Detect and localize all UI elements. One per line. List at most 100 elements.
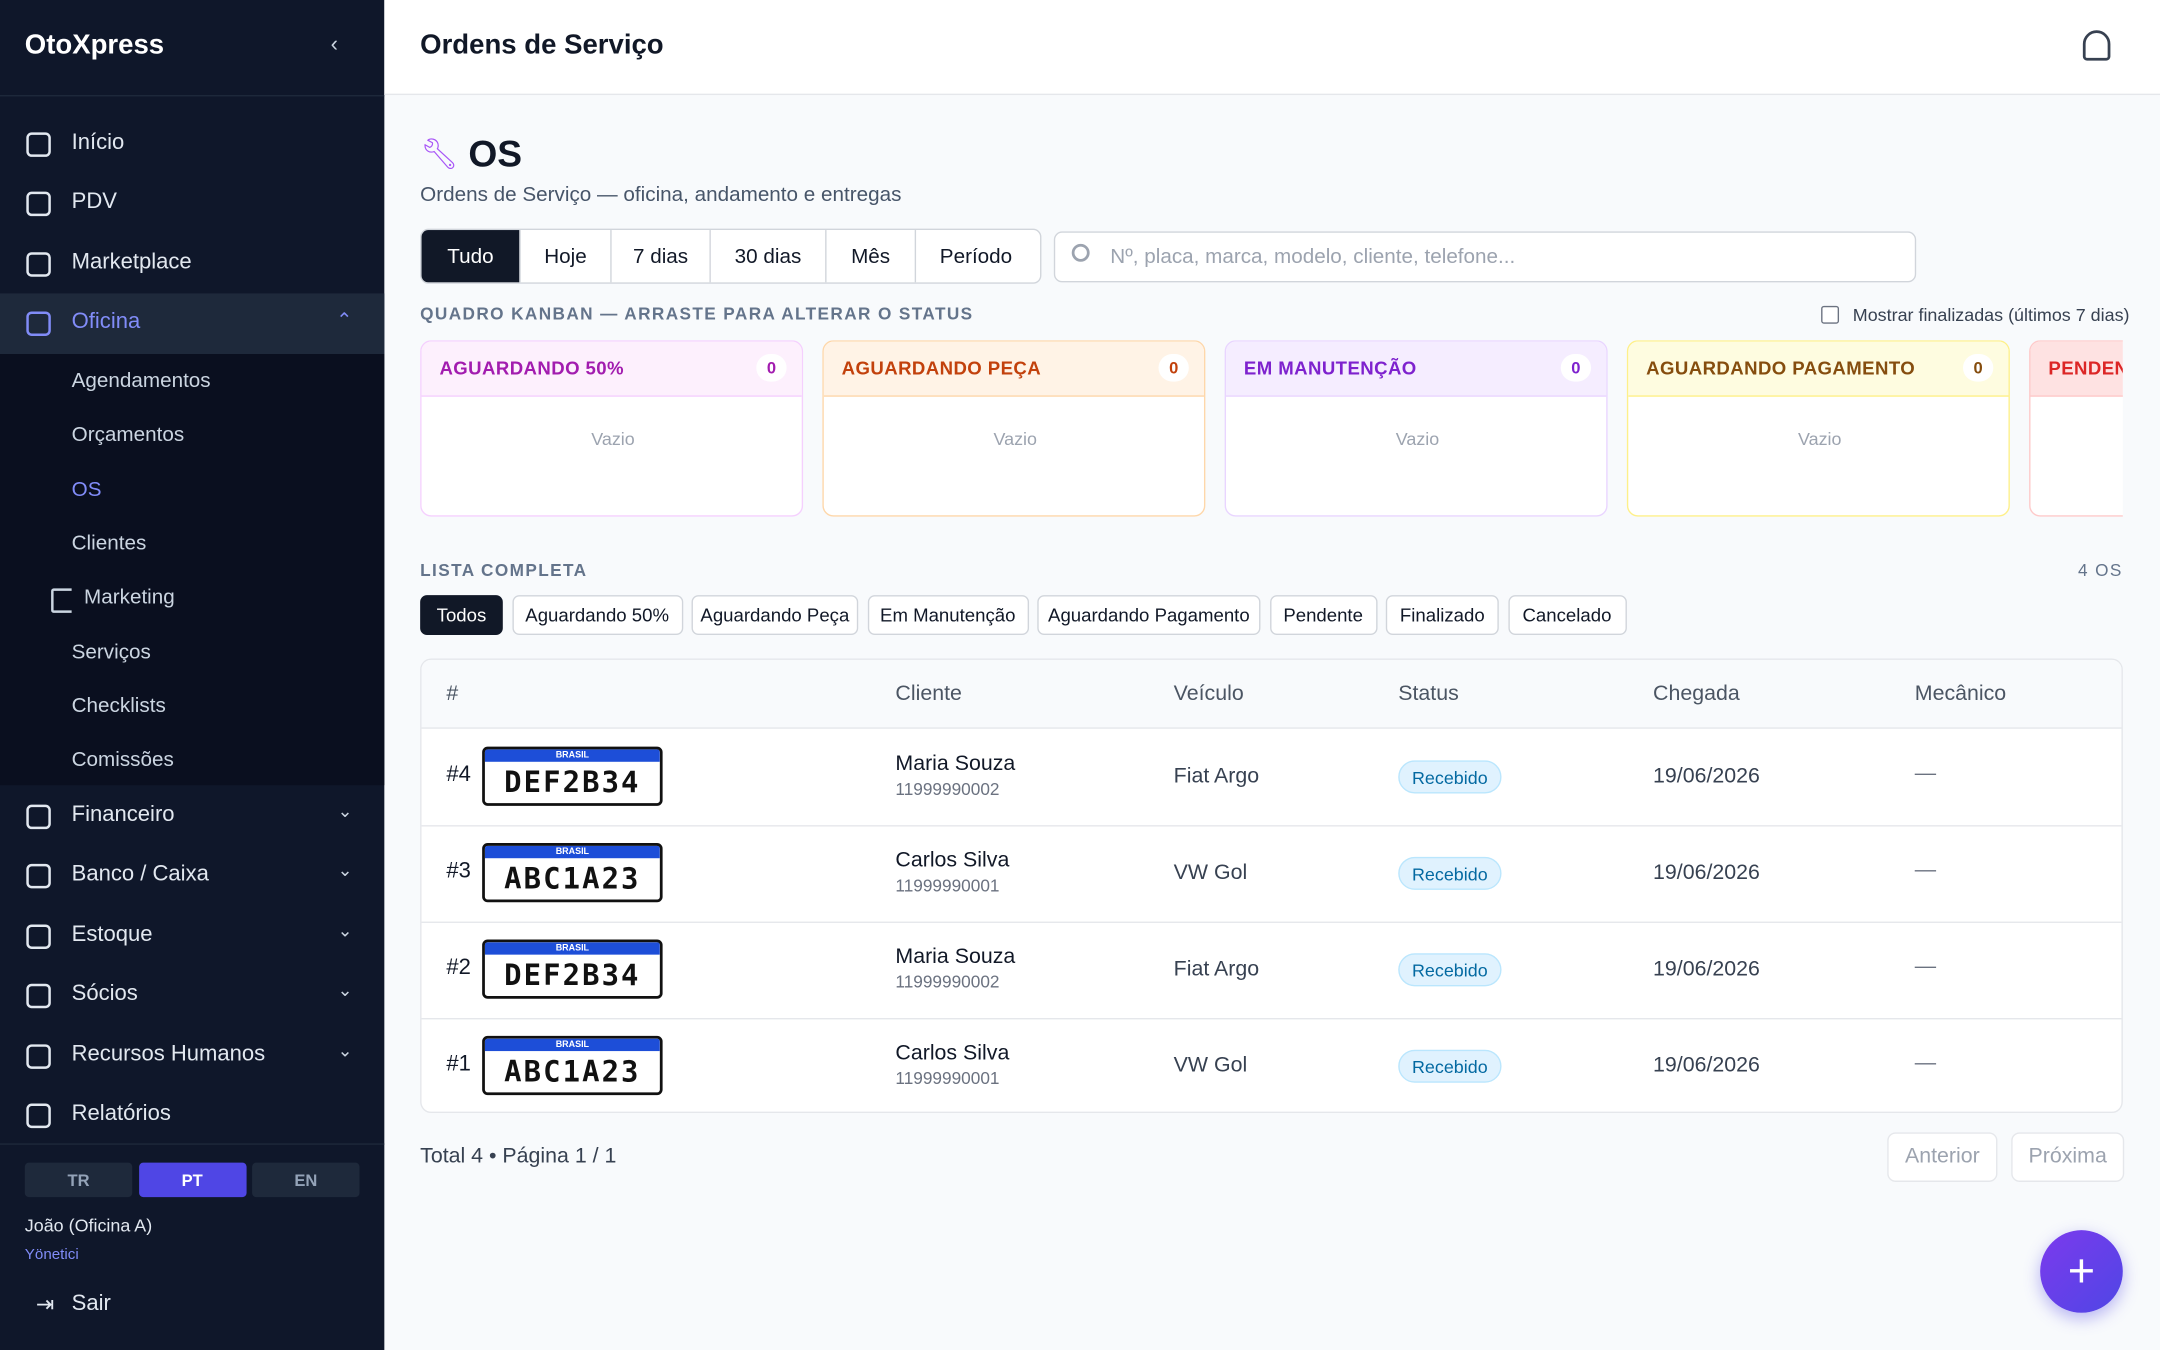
status-filter[interactable]: Pendente xyxy=(1269,595,1377,636)
row-id: #4 xyxy=(446,763,471,787)
period-button[interactable]: Mês xyxy=(825,230,915,283)
row-divider xyxy=(421,1018,2122,1020)
kanban-count: 0 xyxy=(1963,354,1994,382)
arrival-date: 19/06/2026 xyxy=(1653,957,1760,981)
language-button[interactable]: EN xyxy=(252,1162,360,1198)
chevron: ⌄ xyxy=(337,979,353,1001)
status-filter[interactable]: Em Manutenção xyxy=(867,595,1029,636)
chevron: ⌄ xyxy=(337,859,353,881)
column-header: Chegada xyxy=(1653,681,1740,706)
notification-bell[interactable] xyxy=(2082,30,2111,61)
icon xyxy=(26,1103,51,1129)
plate-number: DEF2B34 xyxy=(504,765,641,799)
plate-country: BRASIL xyxy=(484,845,660,859)
language-button[interactable]: TR xyxy=(24,1162,133,1198)
user-role: Yönetici xyxy=(24,1246,79,1264)
status-filter[interactable]: Todos xyxy=(420,595,503,636)
submenu-item[interactable]: Checklists xyxy=(71,694,166,718)
prev-button[interactable]: Anterior xyxy=(1887,1132,1998,1182)
kanban-header xyxy=(1226,341,1607,397)
page-subtitle: Ordens de Serviço — oficina, andamento e… xyxy=(420,183,902,207)
collapse-button[interactable]: ‹ xyxy=(330,33,338,57)
add-button[interactable]: + xyxy=(2040,1230,2123,1313)
period-button[interactable]: 7 dias xyxy=(610,230,709,283)
nav-item[interactable]: PDV xyxy=(71,190,117,214)
nav-item[interactable]: Sócios xyxy=(71,982,138,1006)
period-button[interactable]: 30 dias xyxy=(709,230,825,283)
status-badge: Recebido xyxy=(1398,1049,1502,1083)
submenu-item[interactable]: Marketing xyxy=(84,585,175,610)
submenu-item[interactable]: Serviços xyxy=(71,639,151,664)
chevron: ⌃ xyxy=(336,308,353,331)
vehicle: Fiat Argo xyxy=(1173,957,1260,981)
submenu-item[interactable]: Comissões xyxy=(71,748,174,772)
column-header: Veículo xyxy=(1173,681,1244,706)
client-phone: 11999990001 xyxy=(895,1068,1000,1089)
icon xyxy=(26,924,51,949)
kanban-count: 0 xyxy=(1560,354,1592,382)
icon xyxy=(26,983,51,1009)
kanban-name: AGUARDANDO PEÇA xyxy=(841,358,1042,379)
submenu-item[interactable]: Agendamentos xyxy=(71,369,211,393)
plate-country: BRASIL xyxy=(484,942,660,955)
kanban-count: 0 xyxy=(1158,354,1189,382)
kanban-empty: Vazio xyxy=(1798,428,1842,450)
icon xyxy=(26,191,51,217)
vehicle: Fiat Argo xyxy=(1173,764,1260,788)
user-name: João (Oficina A) xyxy=(24,1215,153,1236)
column-header: Cliente xyxy=(895,681,962,706)
main: 🔧︎ OS Ordens de Serviço — oficina, andamen… xyxy=(384,95,2160,1350)
vehicle: VW Gol xyxy=(1173,860,1248,885)
status-filter[interactable]: Finalizado xyxy=(1385,595,1499,636)
kanban-column: PENDENTE xyxy=(2029,340,2123,517)
icon xyxy=(26,804,51,830)
submenu-item[interactable]: OS xyxy=(71,477,102,501)
logout-icon: ⇥ xyxy=(35,1293,55,1317)
vehicle: VW Gol xyxy=(1173,1053,1248,1078)
list-label: LISTA COMPLETA xyxy=(420,560,588,580)
status-badge: Recebido xyxy=(1398,760,1502,794)
plate-country: BRASIL xyxy=(484,749,660,762)
nav-item[interactable]: Banco / Caixa xyxy=(71,862,209,886)
submenu-item[interactable]: Orçamentos xyxy=(71,423,185,447)
next-button[interactable]: Próxima xyxy=(2011,1132,2125,1182)
plate-country: BRASIL xyxy=(484,1038,660,1052)
checkbox[interactable] xyxy=(1821,305,1840,324)
kanban-header xyxy=(2030,341,2123,397)
nav-item[interactable]: Relatórios xyxy=(71,1102,171,1126)
logout[interactable]: Sair xyxy=(71,1292,111,1316)
brand: OtoXpress xyxy=(24,30,165,61)
nav-item[interactable]: Início xyxy=(71,130,125,155)
nav-item[interactable]: Oficina xyxy=(71,309,141,334)
language-button[interactable]: PT xyxy=(138,1162,246,1198)
kanban-header xyxy=(421,341,802,397)
search-input[interactable]: Nº, placa, marca, modelo, cliente, telef… xyxy=(1053,231,1917,283)
kanban-column: EM MANUTENÇÃO 0 Vazio xyxy=(1224,340,1608,517)
chevron: ⌄ xyxy=(337,800,353,822)
period-button[interactable]: Hoje xyxy=(519,230,610,283)
icon xyxy=(26,132,51,157)
status-filter[interactable]: Aguardando Peça xyxy=(691,595,859,636)
status-filter[interactable]: Aguardando 50% xyxy=(511,595,683,636)
nav-active-bg xyxy=(0,293,385,355)
status-filter[interactable]: Aguardando Pagamento xyxy=(1037,595,1261,636)
search-icon xyxy=(1071,243,1090,262)
kanban-board: AGUARDANDO 50% 0 Vazio AGUARDANDO PEÇA 0 Vazi… xyxy=(420,340,2123,519)
kanban-column: AGUARDANDO PAGAMENTO 0 Vazio xyxy=(1626,340,2010,517)
license-plate: BRASIL ABC1A23 xyxy=(482,1035,663,1096)
nav-item[interactable]: Recursos Humanos xyxy=(71,1042,266,1067)
table-header-row xyxy=(421,659,2122,729)
period-button[interactable]: Período xyxy=(914,230,1036,283)
status-filter[interactable]: Cancelado xyxy=(1507,595,1627,636)
status-badge: Recebido xyxy=(1398,953,1502,987)
mechanic: — xyxy=(1914,954,1937,979)
client-name: Maria Souza xyxy=(895,944,1016,969)
arrival-date: 19/06/2026 xyxy=(1653,1053,1760,1078)
nav-item[interactable]: Marketplace xyxy=(71,250,192,275)
chevron: ⌄ xyxy=(337,1040,353,1061)
nav-item[interactable]: Financeiro xyxy=(71,803,175,827)
nav-item[interactable]: Estoque xyxy=(71,922,153,947)
mechanic: — xyxy=(1914,858,1937,882)
period-button[interactable]: Tudo xyxy=(421,230,520,283)
submenu-item[interactable]: Clientes xyxy=(71,531,147,556)
